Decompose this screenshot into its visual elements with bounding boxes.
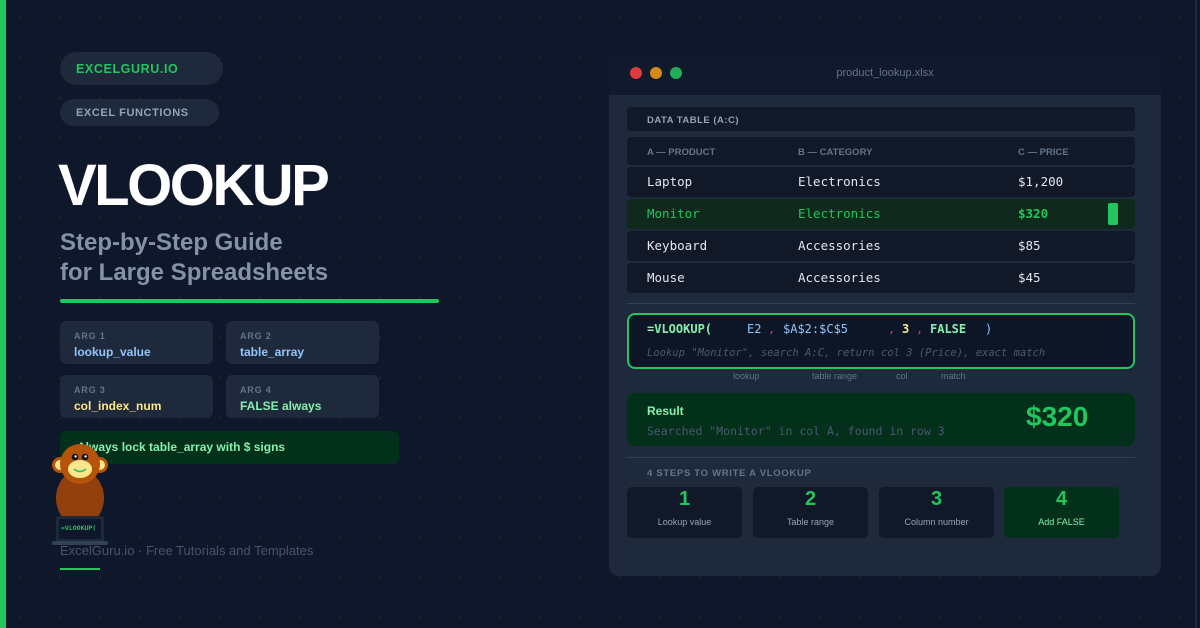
step-number: 1 xyxy=(678,488,691,510)
table-row[interactable]: Mouse Accessories $45 xyxy=(627,263,1135,293)
step-card-2: 2 Table range xyxy=(753,487,868,538)
step-text: Lookup value xyxy=(657,517,712,527)
minimize-button[interactable] xyxy=(650,67,662,79)
table-cell: Monitor xyxy=(647,206,700,221)
brand-badge: EXCELGURU.IO xyxy=(60,52,223,85)
step-text: Add FALSE xyxy=(1038,517,1085,527)
column-header: B — CATEGORY xyxy=(798,147,873,158)
match-marker xyxy=(1108,203,1118,225)
table-row[interactable]: Keyboard Accessories $85 xyxy=(627,231,1135,261)
table-row[interactable]: Monitor Electronics $320 xyxy=(627,199,1135,229)
formula-box: =VLOOKUP( E2 , $A$2:$C$5 , 3 , FALSE ) L… xyxy=(627,313,1135,369)
arg-card-3: ARG 3 col_index_num xyxy=(60,375,213,418)
footer-underline xyxy=(60,568,100,570)
arg-label: ARG 4 xyxy=(240,385,272,395)
result-label: Result xyxy=(647,404,684,418)
formula-label: match xyxy=(941,371,966,381)
table-cell: Laptop xyxy=(647,174,693,189)
table-cell: Electronics xyxy=(798,206,881,221)
step-number: 4 xyxy=(1055,488,1068,510)
close-button[interactable] xyxy=(630,67,642,79)
formula-label: col xyxy=(896,371,908,381)
monkey-mascot-icon xyxy=(52,444,108,545)
formula-match: FALSE xyxy=(930,322,967,336)
column-header: C — PRICE xyxy=(1018,147,1069,158)
maximize-button[interactable] xyxy=(670,67,682,79)
table-cell: $45 xyxy=(1018,270,1041,285)
step-text: Table range xyxy=(786,517,835,527)
subtitle-line: Step-by-Step Guide xyxy=(60,229,283,256)
formula-function: =VLOOKUP( xyxy=(647,322,713,336)
spreadsheet-window: product_lookup.xlsx DATA TABLE (A:C) A —… xyxy=(609,55,1161,576)
formula-label: table range xyxy=(812,371,858,381)
table-cell: $1,200 xyxy=(1018,174,1064,189)
table-cell: Keyboard xyxy=(647,238,708,253)
arg-value: table_array xyxy=(240,345,305,359)
subtitle-line: for Large Spreadsheets xyxy=(60,259,329,286)
formula-close: ) xyxy=(985,322,993,336)
mascot-screen-text: =VLOOKUP( xyxy=(61,524,97,532)
subtitle: Step-by-Step Guide for Large Spreadsheet… xyxy=(60,228,328,288)
formula-lookup: E2 xyxy=(747,322,762,336)
arg-value: col_index_num xyxy=(74,399,162,413)
table-cell: $85 xyxy=(1018,238,1041,253)
result-value: $320 xyxy=(1026,401,1089,432)
tip-callout: Always lock table_array with $ signs xyxy=(60,431,399,464)
arg-value: lookup_value xyxy=(74,345,151,359)
formula-separator: , xyxy=(768,322,776,336)
accent-bar xyxy=(0,0,6,628)
result-detail: Searched "Monitor" in col A, found in ro… xyxy=(647,424,945,438)
arg-card-1: ARG 1 lookup_value xyxy=(60,321,213,364)
table-cell: Electronics xyxy=(798,174,881,189)
step-card-1: 1 Lookup value xyxy=(627,487,742,538)
title-bar: product_lookup.xlsx xyxy=(609,55,1161,95)
category-badge: EXCEL FUNCTIONS xyxy=(60,99,219,126)
divider xyxy=(627,457,1135,458)
arg-card-2: ARG 2 table_array xyxy=(226,321,379,364)
formula-separator: , xyxy=(888,322,896,336)
step-number: 3 xyxy=(930,488,943,510)
edge-line xyxy=(1195,0,1197,628)
formula-col: 3 xyxy=(902,322,910,336)
column-header: A — PRODUCT xyxy=(647,147,716,158)
file-name: product_lookup.xlsx xyxy=(836,67,934,79)
table-cell: $320 xyxy=(1018,206,1049,221)
formula-range: $A$2:$C$5 xyxy=(783,322,849,336)
table-title: DATA TABLE (A:C) xyxy=(627,107,1135,131)
arg-label: ARG 3 xyxy=(74,385,106,395)
formula-description: Lookup "Monitor", search A:C, return col… xyxy=(647,347,1046,359)
table-cell: Accessories xyxy=(798,270,881,285)
table-row[interactable]: Laptop Electronics $1,200 xyxy=(627,167,1135,197)
result-box: Result Searched "Monitor" in col A, foun… xyxy=(627,393,1135,446)
divider xyxy=(627,303,1135,304)
arg-label: ARG 1 xyxy=(74,331,106,341)
formula-label: lookup xyxy=(733,371,760,381)
table-header: A — PRODUCT B — CATEGORY C — PRICE xyxy=(627,137,1135,165)
steps-title: 4 STEPS TO WRITE A VLOOKUP xyxy=(647,468,812,479)
step-card-4: 4 Add FALSE xyxy=(1004,487,1119,538)
step-number: 2 xyxy=(804,488,817,510)
step-text: Column number xyxy=(904,517,969,527)
arg-value: FALSE always xyxy=(240,399,322,413)
table-cell: Accessories xyxy=(798,238,881,253)
page-title: VLOOKUP xyxy=(58,153,330,218)
arg-label: ARG 2 xyxy=(240,331,272,341)
footer-text: ExcelGuru.io · Free Tutorials and Templa… xyxy=(60,543,314,558)
arg-card-4: ARG 4 FALSE always xyxy=(226,375,379,418)
step-card-3: 3 Column number xyxy=(879,487,994,538)
formula-separator: , xyxy=(916,322,924,336)
table-cell: Mouse xyxy=(647,270,685,285)
title-underline xyxy=(60,299,439,303)
